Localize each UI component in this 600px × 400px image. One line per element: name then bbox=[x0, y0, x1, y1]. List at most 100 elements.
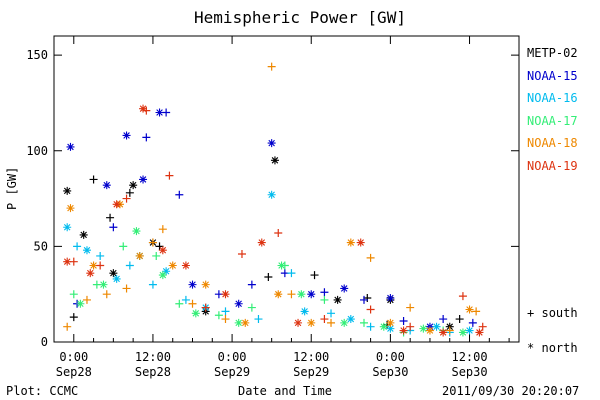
marker-label-north: north bbox=[541, 341, 578, 355]
point-noaa-18-north-12 bbox=[465, 305, 474, 314]
point-noaa-18-south-14 bbox=[472, 307, 481, 316]
point-noaa-15-south-4 bbox=[175, 190, 184, 199]
point-noaa-16-south-7 bbox=[287, 269, 296, 278]
point-metp-02-south-8 bbox=[383, 320, 392, 329]
point-noaa-16-south-5 bbox=[221, 307, 230, 316]
point-noaa-18-north-9 bbox=[346, 238, 355, 247]
point-noaa-16-south-0 bbox=[73, 242, 82, 251]
x-tick-label-1: 12:00 bbox=[135, 350, 171, 364]
point-noaa-17-south-3 bbox=[152, 251, 161, 260]
y-tick-label-2: 100 bbox=[26, 144, 48, 158]
x-tick-date-1: Sep28 bbox=[135, 365, 171, 379]
point-noaa-17-north-11 bbox=[458, 328, 467, 337]
point-noaa-17-north-3 bbox=[158, 271, 167, 280]
marker-label-south: south bbox=[541, 306, 578, 320]
point-noaa-19-south-2 bbox=[122, 194, 131, 203]
x-tick-date-2: Sep29 bbox=[214, 365, 250, 379]
point-noaa-17-north-10 bbox=[419, 324, 428, 333]
point-noaa-19-north-5 bbox=[181, 261, 190, 270]
point-noaa-17-north-4 bbox=[191, 309, 200, 318]
y-tick-label-3: 150 bbox=[26, 48, 48, 62]
point-noaa-19-south-8 bbox=[320, 315, 329, 324]
point-noaa-18-south-3 bbox=[122, 284, 131, 293]
point-noaa-15-north-5 bbox=[188, 280, 197, 289]
point-noaa-19-north-10 bbox=[399, 326, 408, 335]
point-noaa-16-south-6 bbox=[254, 315, 263, 324]
point-noaa-15-north-9 bbox=[340, 284, 349, 293]
point-metp-02-north-6 bbox=[270, 156, 279, 165]
point-noaa-18-north-1 bbox=[89, 261, 98, 270]
x-tick-label-3: 12:00 bbox=[293, 350, 329, 364]
point-noaa-19-north-7 bbox=[257, 238, 266, 247]
x-tick-date-4: Sep30 bbox=[372, 365, 408, 379]
point-metp-02-north-0 bbox=[63, 186, 72, 195]
point-noaa-18-south-10 bbox=[327, 318, 336, 327]
point-noaa-15-south-10 bbox=[399, 316, 408, 325]
point-noaa-17-north-1 bbox=[99, 280, 108, 289]
point-noaa-18-south-5 bbox=[158, 225, 167, 234]
marker-legend-south: + south bbox=[527, 296, 578, 331]
x-tick-label-5: 12:00 bbox=[451, 350, 487, 364]
point-noaa-19-north-2 bbox=[112, 200, 121, 209]
point-noaa-18-north-10 bbox=[386, 318, 395, 327]
plus-marker-icon: + bbox=[527, 306, 535, 320]
point-noaa-17-north-6 bbox=[277, 261, 286, 270]
point-noaa-18-south-1 bbox=[82, 295, 91, 304]
point-noaa-15-north-3 bbox=[139, 175, 148, 184]
point-noaa-17-south-9 bbox=[360, 318, 368, 327]
point-noaa-16-south-8 bbox=[327, 309, 336, 318]
point-noaa-18-south-8 bbox=[267, 62, 276, 71]
legend-item-metp02: METP-02 bbox=[527, 46, 578, 60]
point-noaa-18-north-4 bbox=[168, 261, 177, 270]
point-noaa-19-north-8 bbox=[294, 318, 303, 327]
x-tick-date-0: Sep28 bbox=[56, 365, 92, 379]
point-noaa-16-south-2 bbox=[125, 261, 134, 270]
point-noaa-18-south-9 bbox=[287, 290, 296, 299]
point-noaa-17-south-6 bbox=[247, 303, 256, 312]
point-noaa-18-north-7 bbox=[274, 290, 283, 299]
point-noaa-16-north-6 bbox=[267, 190, 276, 199]
legend-item-noaa19: NOAA-19 bbox=[527, 158, 578, 173]
point-noaa-16-south-9 bbox=[366, 322, 375, 331]
plot-frame bbox=[53, 35, 520, 343]
point-noaa-19-south-12 bbox=[478, 322, 487, 331]
point-noaa-18-north-3 bbox=[135, 251, 144, 260]
point-noaa-15-north-7 bbox=[267, 139, 276, 148]
point-noaa-15-south-6 bbox=[247, 280, 256, 289]
point-noaa-16-south-1 bbox=[96, 251, 105, 260]
y-axis-label: P [GW] bbox=[5, 166, 19, 210]
point-noaa-18-north-0 bbox=[66, 204, 75, 213]
point-noaa-19-south-4 bbox=[165, 171, 174, 180]
x-tick-label-0: 0:00 bbox=[59, 350, 88, 364]
x-axis-label: Date and Time bbox=[238, 384, 332, 398]
point-noaa-17-north-9 bbox=[379, 322, 388, 331]
point-noaa-17-south-5 bbox=[214, 311, 223, 320]
point-metp-02-south-4 bbox=[155, 242, 164, 251]
point-noaa-15-north-4 bbox=[155, 108, 164, 117]
asterisk-marker-icon: * bbox=[527, 341, 535, 355]
point-metp-02-south-3 bbox=[125, 188, 134, 197]
point-noaa-15-south-1 bbox=[109, 223, 118, 232]
x-tick-label-4: 0:00 bbox=[376, 350, 405, 364]
point-noaa-17-south-4 bbox=[175, 299, 184, 308]
point-noaa-19-north-12 bbox=[475, 328, 484, 337]
y-tick-label-0: 0 bbox=[41, 335, 48, 349]
point-noaa-18-south-7 bbox=[221, 315, 230, 324]
point-noaa-19-north-11 bbox=[439, 328, 448, 337]
point-noaa-19-south-5 bbox=[201, 303, 210, 312]
point-noaa-16-north-11 bbox=[465, 326, 474, 335]
point-noaa-18-north-11 bbox=[425, 326, 434, 335]
point-noaa-15-north-6 bbox=[234, 299, 243, 308]
point-noaa-16-south-4 bbox=[181, 295, 190, 304]
point-noaa-19-north-0 bbox=[63, 257, 72, 266]
point-noaa-18-south-12 bbox=[406, 303, 415, 312]
point-noaa-19-south-11 bbox=[458, 292, 467, 301]
point-noaa-15-north-8 bbox=[307, 290, 316, 299]
point-noaa-18-south-4 bbox=[148, 238, 157, 247]
point-noaa-18-south-13 bbox=[445, 326, 454, 335]
timestamp: 2011/09/30 20:20:07 bbox=[442, 384, 580, 398]
point-noaa-16-south-3 bbox=[148, 280, 157, 289]
legend-item-noaa16: NOAA-16 bbox=[527, 91, 578, 105]
point-noaa-19-south-6 bbox=[237, 250, 246, 259]
